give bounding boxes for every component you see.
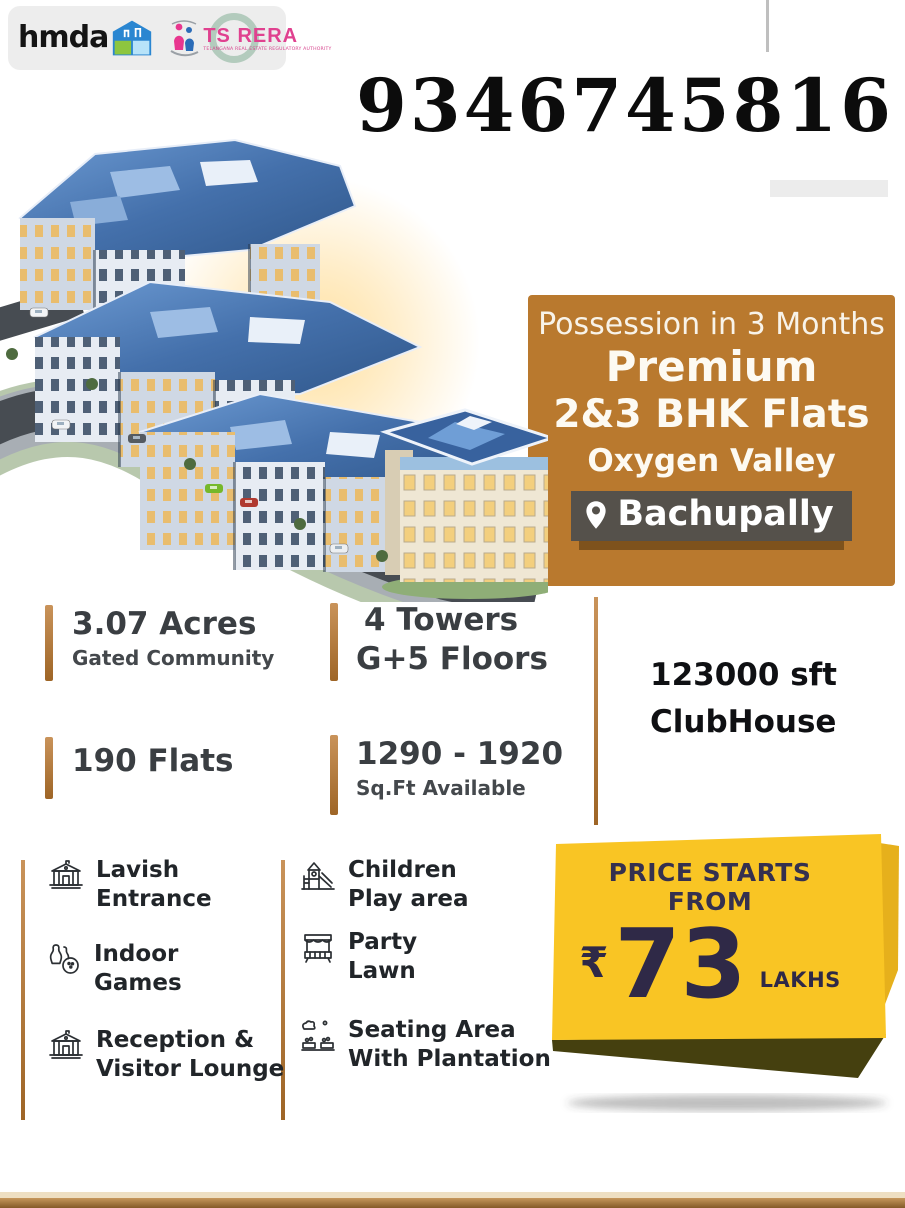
stat-accent-bar — [330, 735, 338, 815]
building-cluster-back — [18, 138, 357, 334]
bottom-strip-brown — [0, 1198, 905, 1208]
price-unit: LAKHS — [759, 968, 841, 992]
amenity-indoor-games: Indoor Games — [44, 940, 182, 998]
premium-text: Premium — [605, 342, 818, 391]
amenity-label: Reception & — [96, 1027, 255, 1053]
hmda-house-icon — [113, 20, 152, 56]
location-name: Bachupally — [617, 494, 834, 535]
price-amount: 73 — [614, 910, 747, 1021]
amenity-reception-lounge: Reception & Visitor Lounge — [46, 1026, 284, 1084]
price-label: PRICE STARTS FROM — [608, 858, 812, 916]
amenity-label: With Plantation — [348, 1046, 551, 1072]
amenity-lavish-entrance: Lavish Entrance — [46, 856, 212, 914]
garden-seating-icon — [301, 1020, 335, 1051]
clubhouse-building — [380, 408, 548, 599]
scan-artifact-bar — [770, 180, 888, 197]
amenity-label: Lavish — [96, 857, 180, 883]
stat-flats: 190 Flats — [72, 742, 234, 781]
project-name: Oxygen Valley — [587, 443, 836, 480]
ts-rera-logo: TS RERA TELANGANA REAL ESTATE REGULATORY… — [169, 13, 332, 63]
price-banner-shape — [552, 834, 899, 1111]
rupee-icon: ₹ — [579, 938, 609, 987]
rera-logo-subtext: TELANGANA REAL ESTATE REGULATORY AUTHORI… — [203, 46, 332, 52]
contact-phone-number[interactable]: 9346745816 — [356, 63, 894, 149]
amenity-label: Indoor — [94, 941, 179, 967]
bowling-icon — [49, 944, 79, 974]
stat-accent-bar — [330, 603, 338, 681]
hmda-logo-text: hmda — [18, 20, 109, 55]
scan-artifact-line — [766, 0, 769, 52]
amenity-children-play: Children Play area — [298, 856, 469, 914]
stat-towers-value2: G+5 Floors — [356, 640, 548, 677]
stat-flats-value: 190 Flats — [72, 743, 234, 779]
amenities-mid-rule — [281, 860, 285, 1120]
cars — [29, 307, 349, 554]
stat-towers-value: 4 Towers — [364, 602, 519, 638]
rera-people-icon — [170, 20, 199, 57]
logo-card: hmda TS RERA TELANGANA REAL ESTATE REGUL… — [8, 6, 331, 70]
location-pin-icon — [586, 500, 606, 529]
amenity-seating-plantation: Seating Area With Plantation — [298, 1016, 551, 1074]
stat-sqft: 1290 - 1920 Sq.Ft Available — [356, 735, 563, 800]
amenity-label: Entrance — [96, 886, 212, 912]
stat-sqft-sub: Sq.Ft Available — [356, 775, 526, 800]
building-render — [0, 138, 548, 602]
amenity-label: Play area — [348, 886, 469, 912]
amenity-label: Lawn — [348, 958, 416, 984]
stat-acres-value: 3.07 Acres — [72, 606, 257, 642]
bhk-flats-text: 2&3 BHK Flats — [553, 392, 870, 438]
stat-acres-sub: Gated Community — [72, 645, 275, 670]
stat-accent-bar — [45, 605, 53, 681]
amenity-label: Seating Area — [348, 1017, 516, 1043]
stats-divider — [594, 597, 598, 825]
location-chip: Bachupally — [571, 491, 852, 551]
stat-towers: 4 Towers G+5 Floors — [356, 601, 548, 679]
clubhouse-stat: 123000 sft ClubHouse — [650, 652, 837, 745]
amenity-party-lawn: Party Lawn — [298, 928, 417, 986]
stat-acres: 3.07 Acres Gated Community — [72, 605, 274, 670]
clubhouse-size: 123000 sft — [650, 657, 837, 693]
entrance-building-icon — [49, 860, 83, 889]
party-lawn-icon — [304, 934, 332, 963]
price-value: ₹ 73 LAKHS — [560, 890, 860, 1021]
amenity-label: Children — [348, 857, 457, 883]
stat-accent-bar — [45, 737, 53, 799]
amenity-label: Party — [348, 929, 418, 955]
clubhouse-label: ClubHouse — [650, 703, 837, 740]
hmda-logo: hmda — [18, 18, 153, 58]
amenity-label: Visitor Lounge — [96, 1056, 285, 1082]
rera-logo-text: TS RERA — [203, 24, 299, 47]
bottom-strip-light — [0, 1192, 905, 1198]
amenity-label: Games — [94, 970, 182, 996]
rera-seal-icon — [209, 13, 260, 63]
trees — [6, 348, 388, 562]
reception-building-icon — [49, 1030, 83, 1059]
amenities-left-rule — [21, 860, 25, 1120]
stat-sqft-value: 1290 - 1920 — [356, 736, 564, 772]
possession-text: Possession in 3 Months — [538, 307, 885, 342]
playground-slide-icon — [301, 862, 335, 890]
offer-box: Possession in 3 Months Premium 2&3 BHK F… — [528, 295, 895, 586]
